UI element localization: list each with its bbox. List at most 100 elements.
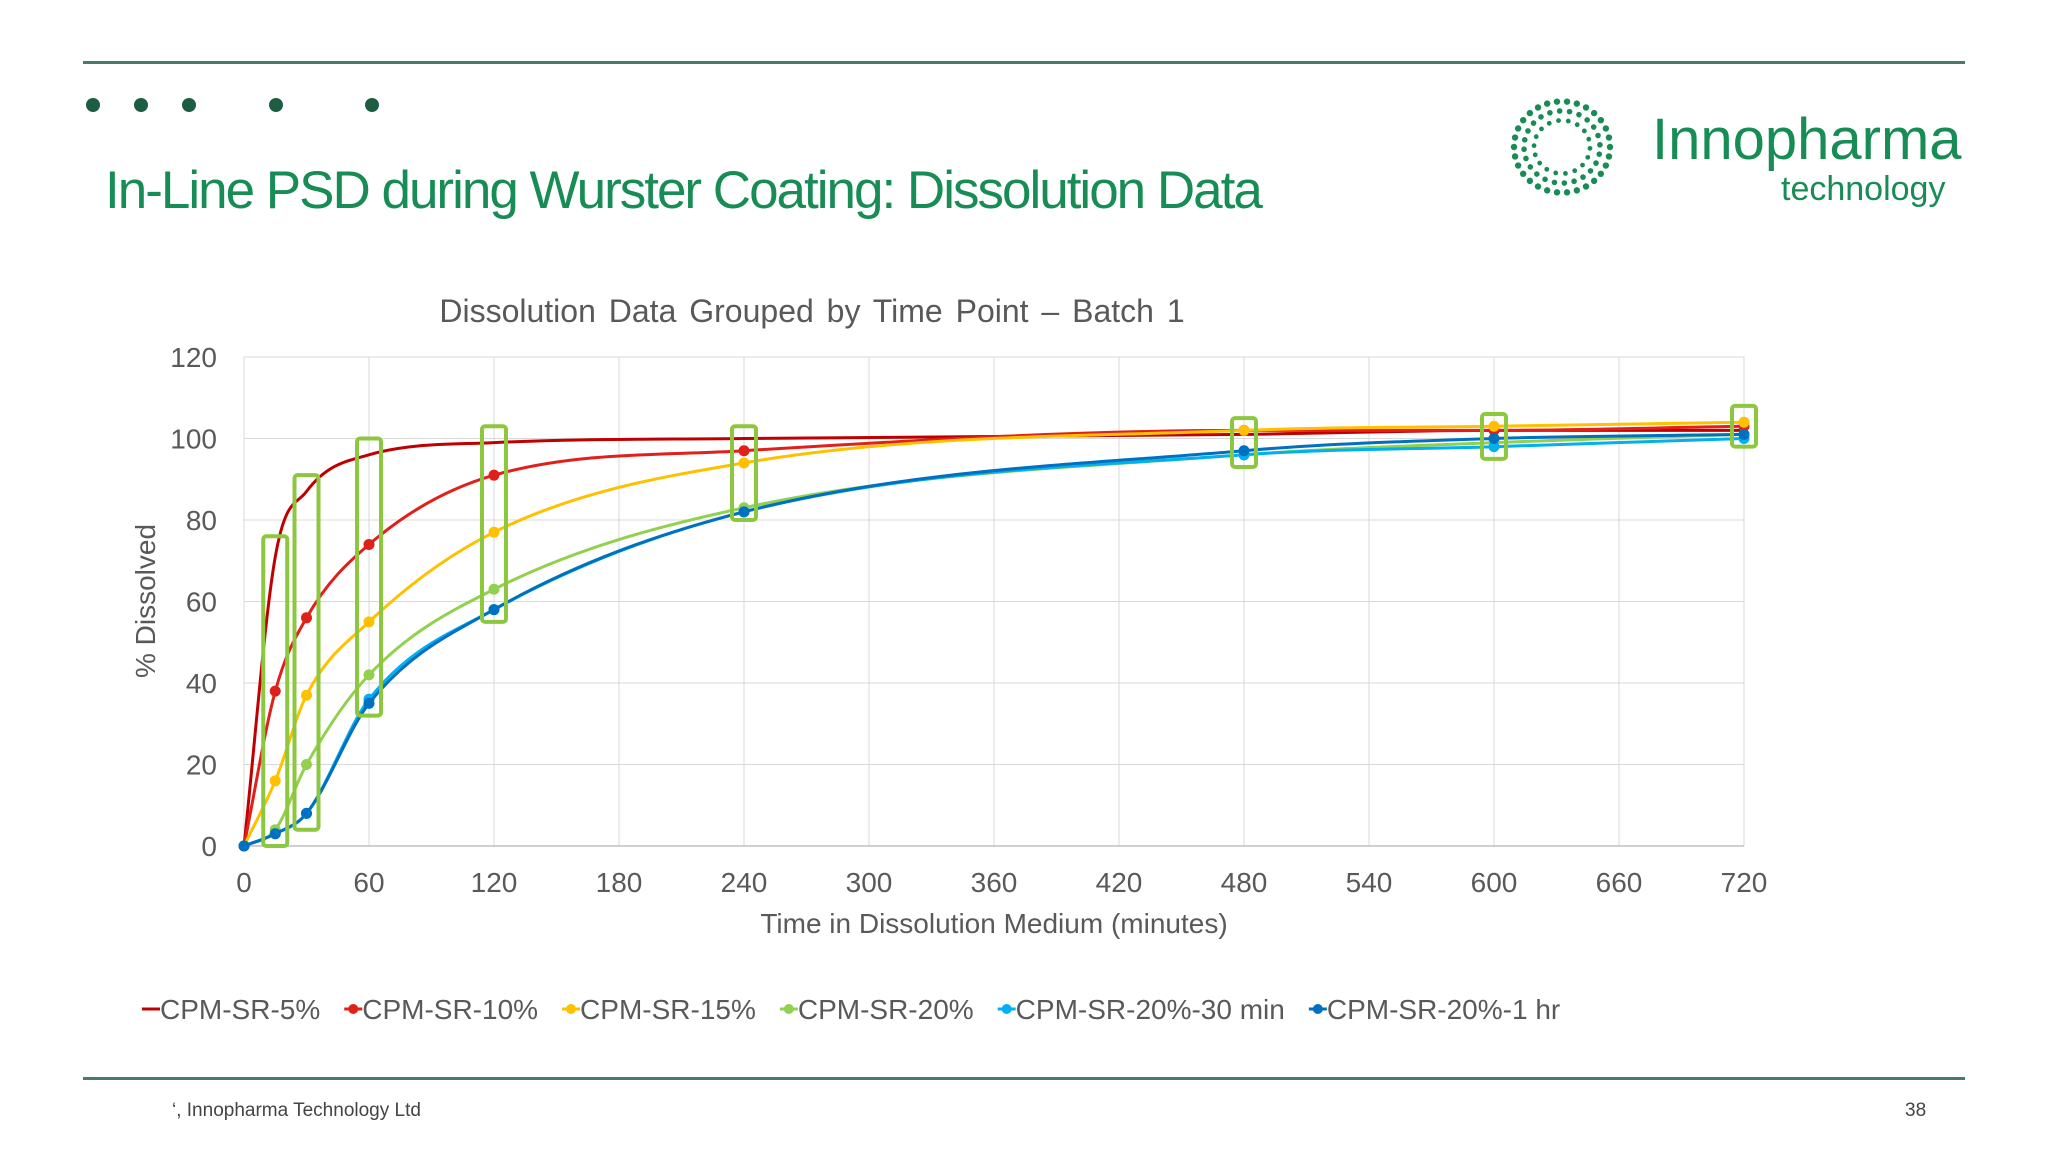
logo-dot bbox=[1511, 134, 1519, 141]
logo-dot bbox=[1602, 162, 1610, 169]
logo-dot bbox=[1556, 118, 1561, 124]
decor-dot bbox=[134, 98, 148, 112]
logo-dot bbox=[1602, 125, 1610, 132]
logo-dot bbox=[1590, 109, 1598, 117]
y-tick-label: 80 bbox=[186, 505, 217, 536]
decor-dot bbox=[269, 98, 283, 112]
x-tick-label: 120 bbox=[471, 867, 518, 898]
logo-dot bbox=[1593, 160, 1599, 166]
logo-name: Innopharma bbox=[1652, 107, 1962, 172]
x-tick-label: 420 bbox=[1096, 867, 1143, 898]
data-point bbox=[488, 526, 500, 538]
logo-dot bbox=[1539, 126, 1544, 132]
data-point bbox=[738, 506, 750, 518]
decor-dot bbox=[86, 98, 100, 112]
x-tick-label: 240 bbox=[721, 867, 768, 898]
y-tick-label: 0 bbox=[201, 831, 217, 862]
page-number: 38 bbox=[1905, 1100, 1927, 1121]
logo-dot bbox=[1606, 143, 1614, 151]
logo-dot bbox=[1574, 122, 1580, 128]
x-tick-label: 60 bbox=[353, 867, 384, 898]
highlight-box bbox=[292, 473, 321, 832]
logo-dot bbox=[1565, 118, 1571, 124]
logo-dot bbox=[1586, 136, 1592, 142]
logo-dot bbox=[1531, 143, 1537, 149]
logo-subtitle: technology bbox=[1781, 170, 1946, 208]
logo-dot bbox=[1580, 162, 1585, 168]
logo-dot bbox=[1514, 162, 1522, 169]
logo-dot bbox=[1546, 120, 1552, 126]
logo-dot bbox=[1587, 145, 1593, 151]
legend-label: CPM-SR-10% bbox=[362, 994, 538, 1025]
data-point bbox=[301, 759, 312, 770]
data-point bbox=[1738, 416, 1750, 428]
data-point bbox=[1488, 441, 1500, 453]
legend-marker bbox=[1312, 1004, 1323, 1014]
data-point bbox=[363, 538, 375, 550]
data-point bbox=[1238, 445, 1250, 457]
logo-dot bbox=[1534, 171, 1540, 177]
x-tick-label: 480 bbox=[1221, 867, 1268, 898]
logo-dot bbox=[1585, 154, 1591, 160]
logo-dot bbox=[1596, 151, 1603, 157]
data-point bbox=[738, 445, 750, 457]
logo-dot bbox=[1572, 168, 1578, 174]
logo-dot bbox=[1511, 153, 1519, 160]
logo-dot bbox=[1519, 170, 1527, 178]
logo-dot bbox=[1543, 187, 1551, 194]
x-tick-label: 300 bbox=[846, 867, 893, 898]
decor-dot bbox=[182, 98, 196, 112]
logo-dot bbox=[1605, 153, 1613, 160]
footer-copyright: ‘, Innopharma Technology Ltd bbox=[172, 1100, 421, 1121]
logo-dot bbox=[1551, 179, 1558, 186]
logo-dot bbox=[1533, 134, 1539, 140]
x-tick-label: 0 bbox=[236, 867, 252, 898]
logo-dot bbox=[1534, 183, 1542, 190]
logo-dot bbox=[1510, 143, 1518, 151]
data-point bbox=[301, 689, 312, 701]
logo-dot bbox=[1587, 168, 1594, 174]
logo-dot bbox=[1573, 187, 1581, 194]
legend-label: CPM-SR-20%-1 hr bbox=[1327, 994, 1560, 1025]
highlight-box bbox=[1480, 412, 1508, 461]
logo-dot bbox=[1584, 117, 1590, 123]
data-point bbox=[488, 583, 500, 595]
logo-dot bbox=[1563, 189, 1571, 196]
logo-dot bbox=[1553, 189, 1561, 196]
logo-dot bbox=[1542, 176, 1548, 183]
logo-dot bbox=[1595, 132, 1601, 139]
logo-dot bbox=[1605, 134, 1613, 141]
x-axis-title: Time in Dissolution Medium (minutes) bbox=[760, 908, 1227, 939]
legend-label: CPM-SR-20%-30 min bbox=[1016, 994, 1285, 1025]
legend-label: CPM-SR-15% bbox=[580, 994, 756, 1025]
x-tick-label: 660 bbox=[1596, 867, 1643, 898]
legend-marker bbox=[1001, 1004, 1012, 1014]
y-tick-label: 60 bbox=[186, 587, 217, 618]
data-point bbox=[269, 828, 281, 840]
logo-dot bbox=[1556, 108, 1563, 114]
data-point bbox=[1738, 428, 1750, 440]
data-point bbox=[238, 840, 250, 852]
data-point bbox=[363, 616, 375, 628]
legend-marker bbox=[348, 1004, 359, 1014]
logo-dot bbox=[1553, 170, 1559, 176]
highlight-box bbox=[1730, 403, 1758, 449]
data-point bbox=[1238, 424, 1250, 436]
logo-dot bbox=[1561, 180, 1568, 186]
data-point bbox=[1488, 420, 1500, 432]
data-point bbox=[269, 775, 281, 787]
logo-dot bbox=[1582, 104, 1590, 111]
logo-dot bbox=[1582, 183, 1590, 190]
legend-marker bbox=[783, 1004, 794, 1014]
logo-dot bbox=[1590, 177, 1598, 185]
logo-dot bbox=[1597, 170, 1605, 178]
logo-dot bbox=[1525, 128, 1531, 134]
logo-dot bbox=[1521, 146, 1527, 153]
data-point bbox=[301, 612, 312, 624]
company-logo: Innopharma technology bbox=[1490, 92, 1962, 208]
highlight-box bbox=[355, 436, 383, 718]
y-tick-label: 120 bbox=[170, 342, 217, 373]
data-point bbox=[488, 469, 500, 481]
logo-dot bbox=[1571, 178, 1577, 185]
data-point bbox=[1488, 433, 1500, 444]
